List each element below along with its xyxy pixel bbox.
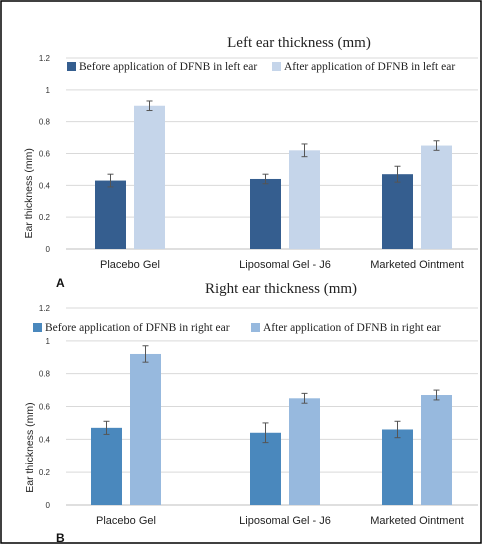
category-label: Marketed Ointment [370,259,464,271]
legend-swatch [272,62,281,71]
y-tick-label: 0.4 [39,181,51,190]
legend-label: After application of DFNB in right ear [263,322,441,334]
bar [421,395,452,505]
chart-right-ear: 0 0.2 0.4 0.6 0.8 1 1.2 Ear thickness (mm) Right… [24,281,478,544]
bar [289,398,320,505]
y-tick-label: 0 [46,501,51,510]
y-tick-label: 1.2 [39,304,51,313]
y-axis-label: Ear thickness (mm) [23,148,35,238]
y-tick-label: 0 [46,245,51,254]
legend-swatch [251,323,260,332]
bar [421,145,452,249]
chart-title: Left ear thickness (mm) [227,35,371,51]
legend-swatch [33,323,42,332]
y-tick-label: 1 [46,86,51,95]
category-label: Placebo Gel [96,515,156,527]
bar [250,432,281,505]
y-tick-label: 0.4 [39,435,51,444]
y-tick-label: 0.6 [39,403,51,412]
category-label: Liposomal Gel - J6 [239,259,331,271]
y-axis-label: Ear thickness (mm) [24,402,36,492]
bar [382,174,413,249]
bar [250,178,281,249]
y-tick-label: 0.8 [39,118,51,127]
y-tick-label: 0.2 [39,213,51,222]
panel-label: B [56,531,65,544]
chart-left-ear: 0 0.2 0.4 0.6 0.8 1 1.2 Ear thickness (mm) Left … [23,35,478,290]
bar [134,105,165,249]
y-tick-label: 1 [46,337,51,346]
y-tick-label: 0.2 [39,468,51,477]
category-label: Liposomal Gel - J6 [239,515,331,527]
y-tick-label: 0.8 [39,370,51,379]
bar [289,150,320,249]
bar [95,180,126,249]
y-tick-label: 1.2 [39,54,51,63]
legend-swatch [67,62,76,71]
chart-title: Right ear thickness (mm) [205,281,357,297]
bar [382,429,413,505]
bar [130,353,161,505]
legend-label: After application of DFNB in left ear [284,61,455,73]
legend-label: Before application of DFNB in right ear [45,322,230,334]
legend-label: Before application of DFNB in left ear [79,61,257,73]
category-label: Marketed Ointment [370,515,464,527]
category-label: Placebo Gel [100,259,160,271]
y-tick-label: 0.6 [39,150,51,159]
panel-label: A [56,276,65,290]
bar [91,427,122,505]
